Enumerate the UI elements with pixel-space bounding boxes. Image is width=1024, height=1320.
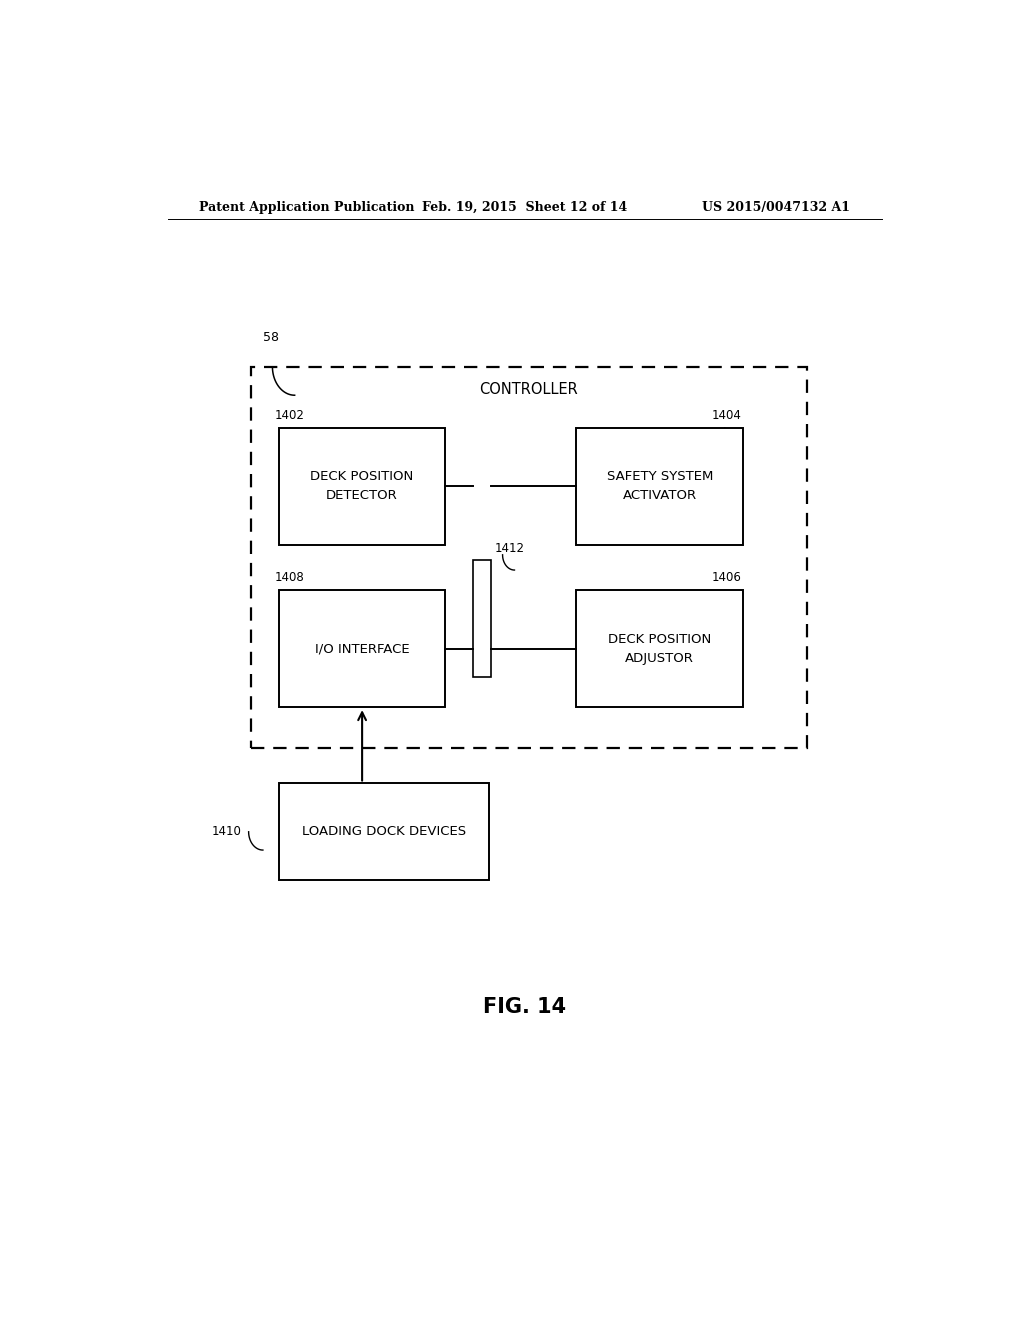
Text: Feb. 19, 2015  Sheet 12 of 14: Feb. 19, 2015 Sheet 12 of 14 bbox=[422, 201, 628, 214]
Text: 1408: 1408 bbox=[274, 572, 304, 585]
Text: 1402: 1402 bbox=[274, 409, 305, 421]
Bar bbox=[577, 590, 743, 708]
Text: CONTROLLER: CONTROLLER bbox=[479, 381, 579, 396]
Text: US 2015/0047132 A1: US 2015/0047132 A1 bbox=[702, 201, 850, 214]
Text: 1404: 1404 bbox=[712, 409, 741, 421]
Text: SAFETY SYSTEM
ACTIVATOR: SAFETY SYSTEM ACTIVATOR bbox=[606, 470, 713, 502]
Text: 1406: 1406 bbox=[712, 572, 741, 585]
Bar bbox=[279, 784, 489, 880]
Bar bbox=[279, 590, 445, 708]
Text: DECK POSITION
DETECTOR: DECK POSITION DETECTOR bbox=[310, 470, 414, 502]
Text: 58: 58 bbox=[263, 331, 279, 345]
Bar bbox=[251, 367, 807, 748]
Text: LOADING DOCK DEVICES: LOADING DOCK DEVICES bbox=[302, 825, 466, 838]
Text: FIG. 14: FIG. 14 bbox=[483, 997, 566, 1018]
Text: 1412: 1412 bbox=[495, 541, 524, 554]
Text: I/O INTERFACE: I/O INTERFACE bbox=[314, 643, 410, 655]
Text: Patent Application Publication: Patent Application Publication bbox=[200, 201, 415, 214]
Text: 1410: 1410 bbox=[211, 825, 242, 838]
Text: DECK POSITION
ADJUSTOR: DECK POSITION ADJUSTOR bbox=[608, 632, 712, 665]
Bar bbox=[279, 428, 445, 545]
Bar bbox=[577, 428, 743, 545]
Bar bbox=[473, 560, 490, 677]
